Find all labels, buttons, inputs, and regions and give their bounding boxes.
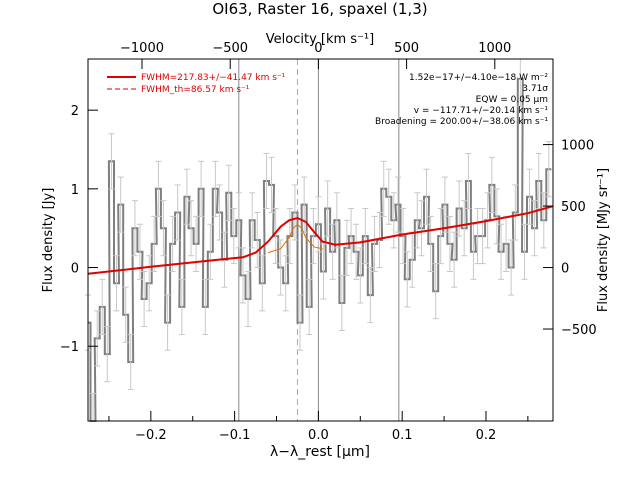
y-tick-label: −1 [60,340,79,355]
x-axis-label: λ−λ_rest [μm] [270,444,370,460]
legend-fit-label: FWHM=217.83+/−41.47 km s⁻¹ [141,73,286,83]
thermal-profile-line [267,223,323,254]
x-tick-label: −0.1 [219,428,251,443]
x-tick-label: −0.2 [135,428,167,443]
top-tick-label: −1000 [120,41,164,56]
legend-thermal-label: FWHM_th=86.57 km s⁻¹ [141,85,250,95]
x-tick-label: 0.1 [392,428,413,443]
top-tick-label: 500 [394,41,419,56]
x-tick-label: 0.2 [476,428,497,443]
right-tick-label: 500 [561,200,586,215]
y-tick-label: 0 [71,262,79,277]
fit-annotation: 3.71σ [522,84,548,94]
top-tick-label: 1000 [478,41,511,56]
plot-frame [87,58,554,422]
fit-annotation: Broadening = 200.00+/−38.06 km s⁻¹ [375,117,548,127]
fit-annotation: EQW = 0.05 μm [476,95,548,105]
fit-line [87,205,554,275]
right-tick-label: 1000 [561,139,594,154]
y-axis-label: Flux density [Jy] [41,188,56,293]
right-tick-label: −500 [561,323,597,338]
right-axis-label: Flux density [MJy sr⁻¹] [596,168,611,312]
fit-annotation: 1.52e−17+/−4.10e−18 W m⁻² [409,73,548,83]
spectrum-step-line [88,77,552,422]
right-tick-label: 0 [561,262,569,277]
y-tick-label: 1 [71,183,79,198]
y-tick-label: 2 [71,104,79,119]
top-tick-label: 0 [314,41,322,56]
fit-annotation: v = −117.71+/−20.14 km s⁻¹ [414,106,549,116]
x-tick-label: 0.0 [308,428,329,443]
observed-spectrum [85,58,552,422]
top-axis-label: Velocity [km s⁻¹] [266,32,374,47]
top-tick-label: −500 [212,41,248,56]
chart-title: OI63, Raster 16, spaxel (1,3) [212,0,427,18]
